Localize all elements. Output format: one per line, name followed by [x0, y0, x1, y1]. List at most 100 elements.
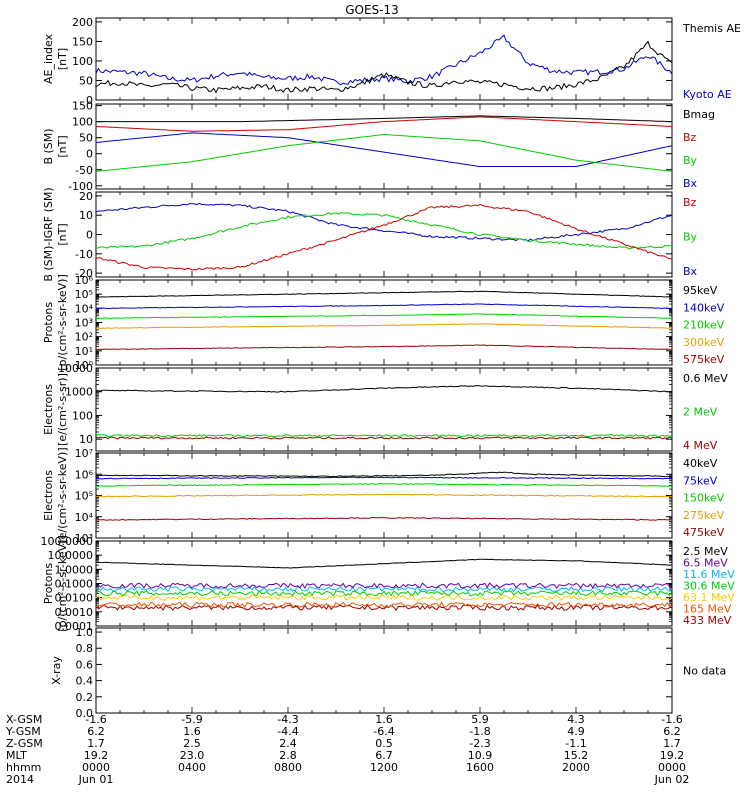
legend-label: 40keV [683, 457, 718, 470]
x-axis-value: 2.8 [279, 749, 297, 762]
panel-8: 0.0 0.2 0.4 0.6 0.8 1.0 X-ray No data [50, 626, 726, 720]
x-axis-value: 4.9 [567, 725, 585, 738]
series-line-By [95, 211, 673, 250]
legend-label: 4 MeV [683, 439, 718, 452]
x-axis-value: 6.7 [375, 749, 393, 762]
legend-label: 63.1 MeV [683, 591, 735, 604]
series-line-30.6-MeV [95, 590, 673, 597]
x-axis-row-label: X-GSM [6, 713, 42, 726]
x-axis-value: -6.4 [373, 725, 394, 738]
legend-label: 95keV [683, 284, 718, 297]
legend-label: Bx [683, 177, 698, 190]
y-tick-label: 150 [72, 35, 93, 48]
legend-label: 150keV [683, 492, 725, 505]
x-axis-value: -4.3 [277, 713, 298, 726]
x-axis-value: 0.5 [375, 737, 393, 750]
series-line-By [95, 133, 673, 172]
y-axis-label: Protons [42, 563, 55, 604]
series-line-6.5-MeV [95, 582, 673, 589]
series-line-575keV [95, 344, 673, 351]
y-tick-label: 1000 [65, 386, 93, 399]
y-axis-label: B (SM) [42, 128, 55, 164]
y-axis-unit: [p/(cm²-s-sr-keV)] [56, 535, 69, 632]
series-line-75keV [95, 476, 673, 480]
x-axis-value: 4.3 [567, 713, 585, 726]
y-tick-label: 50 [79, 74, 93, 87]
panel-frame [95, 103, 673, 190]
legend-label: 140keV [683, 301, 725, 314]
x-axis-value: -1.1 [565, 737, 586, 750]
x-axis-value: 19.2 [84, 749, 109, 762]
legend-label: 165 MeV [683, 603, 732, 616]
y-axis-unit: [nT] [56, 135, 69, 157]
legend-label: 0.6 MeV [683, 372, 728, 385]
panel-frame [95, 17, 673, 101]
y-tick-label: 10³ [75, 532, 93, 545]
panel-frame [95, 627, 673, 714]
y-tick-label: -10 [75, 248, 93, 261]
x-axis-value: Jun 02 [654, 773, 690, 786]
legend-label: Bx [683, 265, 698, 278]
y-axis-label: B (SM)-IGRF (SM) [42, 187, 55, 281]
y-tick-label: 10⁵ [75, 490, 93, 503]
series-line-Bx [95, 132, 673, 167]
series-line-433-MeV [95, 604, 673, 611]
legend-label: 2.5 MeV [683, 545, 728, 558]
y-axis-unit: [p/(cm²-s-sr-keV)] [56, 274, 69, 371]
x-axis-value: 1.7 [663, 737, 681, 750]
y-tick-label: 10⁷ [75, 447, 93, 460]
x-axis-value: 2.4 [279, 737, 297, 750]
legend-label: 75keV [683, 474, 718, 487]
x-axis-value: 5.9 [471, 713, 489, 726]
panel-1: 0 50 100 150 200 AE_index [nT] Themis AE Kyoto A… [42, 16, 741, 107]
legend-label: 275keV [683, 509, 725, 522]
y-tick-label: 0.0 [76, 707, 94, 720]
series-line-95keV [95, 290, 673, 298]
x-axis-value: -4.4 [277, 725, 298, 738]
series-line-140keV [95, 303, 673, 310]
y-tick-label: -100 [68, 180, 93, 193]
y-tick-label: 0.4 [76, 675, 94, 688]
legend-label: Bz [683, 196, 697, 209]
y-tick-label: 0 [86, 94, 93, 107]
x-axis-value: -1.6 [85, 713, 106, 726]
x-axis-value: 1600 [466, 761, 494, 774]
y-tick-label: 10 [79, 433, 93, 446]
series-line-210keV [95, 313, 673, 319]
y-axis-unit: [nT] [56, 223, 69, 245]
y-tick-label: 100.0000 [41, 535, 94, 548]
y-tick-label: 0.1000 [55, 578, 94, 591]
series-line-300keV [95, 323, 673, 329]
legend-label: By [683, 231, 698, 244]
y-tick-label: 10⁶ [75, 468, 94, 481]
legend-label: 11.6 MeV [683, 568, 735, 581]
y-tick-label: 10³ [75, 317, 93, 330]
series-line-0.6-MeV [95, 384, 673, 393]
x-axis-value: 6.2 [663, 725, 681, 738]
x-axis-value: 0000 [658, 761, 686, 774]
y-tick-label: 0 [86, 148, 93, 161]
y-tick-label: 200 [72, 16, 93, 29]
x-axis-value: -5.9 [181, 713, 202, 726]
y-tick-label: 0.8 [76, 642, 94, 655]
y-axis-label: Electrons [42, 470, 55, 521]
y-axis-unit: [e/(cm²-s-sr-keV)] [56, 447, 69, 543]
x-axis-table: X-GSMY-GSMZ-GSMMLThhmm2014-1.66.21.719.2… [5, 713, 689, 786]
y-tick-label: 10000 [58, 362, 93, 375]
legend-label: 6.5 MeV [683, 557, 728, 570]
y-tick-label: 100 [72, 55, 93, 68]
y-axis-label: Protons [42, 302, 55, 343]
x-axis-row-label: Z-GSM [6, 737, 43, 750]
series-line-2-MeV [95, 434, 673, 438]
y-tick-label: 20 [79, 190, 93, 203]
y-tick-label: 0.0100 [55, 592, 94, 605]
panel-6: 10³ 10⁴ 10⁵ 10⁶ 10⁷ Electrons [e/(cm²-s-sr-keV… [42, 447, 725, 545]
y-tick-label: 50 [79, 132, 93, 145]
panel-3: -20 -10 0 10 20 B (SM)-IGRF (SM) [nT] Bz By Bx [42, 187, 698, 281]
y-tick-label: 1.0000 [55, 563, 94, 576]
legend-label: 475keV [683, 526, 725, 539]
x-axis-value: 1.6 [375, 713, 393, 726]
x-axis-value: 1.6 [183, 725, 201, 738]
